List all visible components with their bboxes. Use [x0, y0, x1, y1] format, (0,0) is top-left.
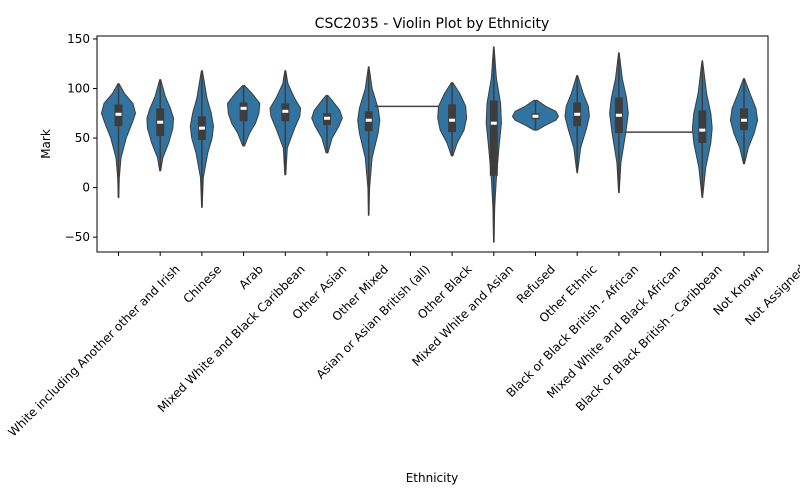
violin-10 — [485, 46, 502, 243]
violin-median — [240, 106, 247, 110]
plot-frame — [96, 35, 769, 253]
violin-7 — [357, 66, 381, 216]
violin-median — [324, 116, 330, 120]
y-tick-label: 50 — [75, 131, 90, 145]
violin-median — [198, 126, 205, 130]
violin-12 — [564, 75, 590, 174]
violin-4 — [227, 85, 261, 147]
violins-layer — [101, 46, 759, 243]
violin-median — [157, 120, 164, 124]
violin-median — [574, 112, 581, 116]
x-tick-label: Black or Black British - Caribbean — [573, 262, 725, 414]
violin-6 — [311, 94, 343, 154]
violin-1 — [101, 83, 136, 198]
x-tick-label: Mixed White and Black Caribbean — [155, 262, 308, 415]
y-tick-label: 0 — [82, 181, 90, 195]
x-tick-label: Chinese — [181, 262, 225, 306]
violin-iqr-box — [489, 100, 498, 176]
violin-median — [365, 118, 372, 122]
violin-9 — [437, 82, 468, 157]
violin-median — [532, 114, 539, 118]
violin-median — [115, 112, 122, 116]
y-tick-label: −50 — [65, 230, 90, 244]
violin-median — [490, 121, 497, 125]
y-tick-label: 150 — [67, 32, 90, 46]
violin-15 — [691, 60, 713, 198]
violin-2 — [146, 79, 174, 172]
violin-16 — [729, 78, 759, 165]
chart-title: CSC2035 - Violin Plot by Ethnicity — [315, 16, 550, 32]
violin-iqr-box — [239, 102, 248, 122]
x-tick-label: Arab — [236, 262, 266, 292]
violin-11 — [512, 99, 559, 131]
x-axis-label: Ethnicity — [406, 471, 459, 485]
violin-iqr-box — [448, 104, 457, 133]
y-tick-label: 100 — [67, 82, 90, 96]
violin-median — [282, 109, 289, 113]
violin-median — [741, 118, 747, 122]
y-axis-label: Mark — [39, 129, 53, 159]
violin-iqr-box — [698, 110, 707, 144]
x-tick-label: White including Another other and Irish — [5, 262, 182, 439]
x-axis: White including Another other and IrishC… — [5, 252, 800, 439]
violin-13 — [609, 52, 629, 194]
violin-median — [699, 128, 706, 132]
violin-median — [449, 118, 456, 122]
violin-5 — [269, 70, 302, 176]
violin-3 — [189, 70, 214, 208]
violin-median — [615, 113, 622, 117]
y-axis: −50 0 50 100 150 — [65, 32, 97, 244]
